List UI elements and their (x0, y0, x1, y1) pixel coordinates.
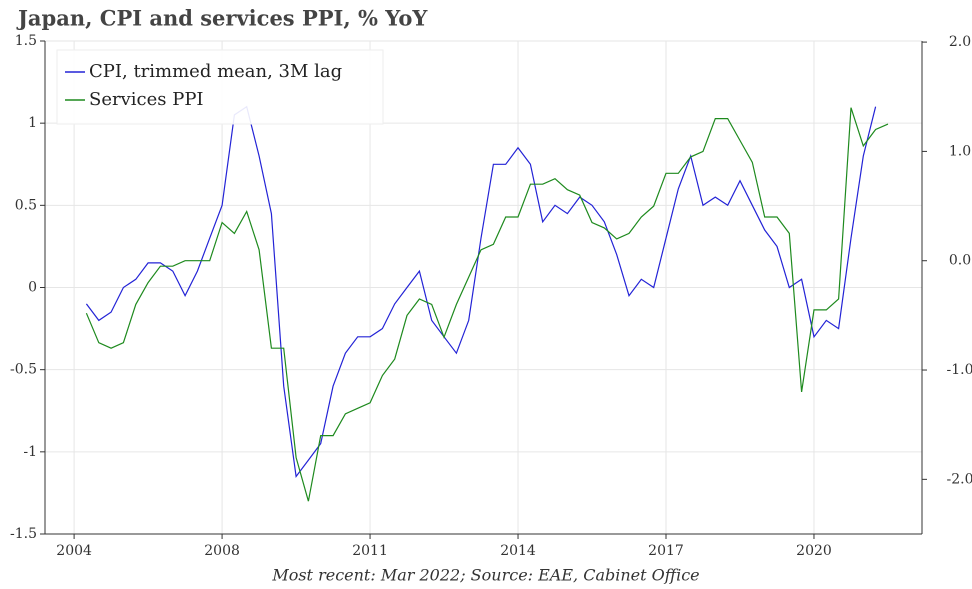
series-line (85, 107, 889, 502)
y2-tick-label: 1.0 (949, 143, 971, 159)
y2-tick-label: -1.0 (947, 362, 972, 378)
series-line (85, 105, 877, 479)
y-tick-label: -0.5 (10, 362, 37, 378)
x-tick-label: 2008 (204, 543, 240, 559)
x-tick-label: 2014 (500, 543, 536, 559)
legend-label: CPI, trimmed mean, 3M lag (89, 61, 342, 82)
y2-tick-label: 0.0 (949, 253, 971, 269)
y-tick-label: 1.5 (15, 33, 37, 49)
legend-label: Services PPI (89, 89, 204, 110)
x-tick-label: 2017 (648, 543, 684, 559)
y-tick-label: 0 (28, 280, 37, 296)
legend: CPI, trimmed mean, 3M lag Services PPI (56, 49, 384, 125)
y2-tick-label: 2.0 (949, 34, 971, 50)
y-tick-label: -1 (23, 444, 37, 460)
x-tick-label: 2004 (56, 543, 92, 559)
y-tick-label: 1 (28, 115, 37, 131)
legend-box (56, 49, 384, 125)
x-tick-label: 2011 (352, 543, 388, 559)
y2-tick-label: -2.0 (947, 471, 972, 487)
x-tick-label: 2020 (796, 543, 832, 559)
footnote: Most recent: Mar 2022; Source: EAE, Cabi… (271, 566, 699, 585)
y-tick-label: -1.5 (10, 526, 37, 542)
y-tick-label: 0.5 (15, 197, 37, 213)
chart-title: Japan, CPI and services PPI, % YoY (16, 6, 428, 31)
